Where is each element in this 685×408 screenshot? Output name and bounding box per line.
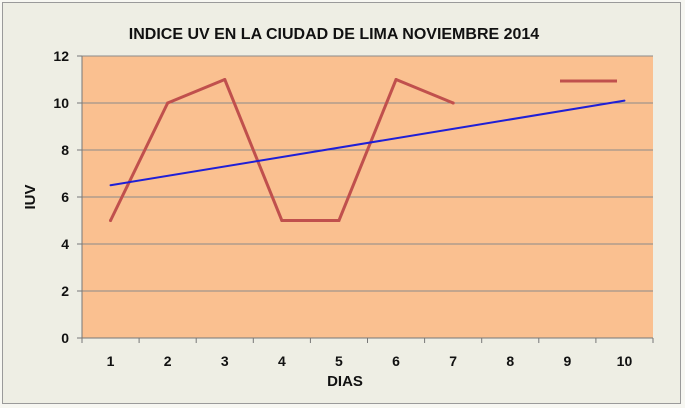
- y-tick-label-10: 10: [53, 95, 69, 111]
- x-tick-label-2: 2: [164, 353, 172, 369]
- x-tick-labels: 1 2 3 4 5 6 7 8 9 10: [107, 353, 633, 369]
- y-tick-label-8: 8: [61, 142, 69, 158]
- x-tick-label-7: 7: [449, 353, 457, 369]
- data-point-5: [394, 78, 398, 81]
- y-tick-label-6: 6: [61, 189, 69, 205]
- axes: [77, 55, 654, 343]
- x-tick-label-4: 4: [278, 353, 286, 369]
- data-point-3: [280, 219, 284, 222]
- data-point-1: [166, 101, 170, 105]
- data-point-6: [451, 101, 455, 105]
- chart-frame: 0 2 4 6 8 10 12 1 2 3 4 5 6 7 8 9 10 INDICE UV EN LA CI…: [2, 2, 681, 404]
- y-tick-label-4: 4: [61, 236, 69, 252]
- series-layer: [109, 78, 626, 222]
- y-axis-label: IUV: [22, 184, 39, 209]
- data-point-4: [337, 219, 341, 222]
- x-tick-label-9: 9: [563, 353, 571, 369]
- x-axis-label: DIAS: [327, 373, 363, 390]
- x-tick-label-6: 6: [392, 353, 400, 369]
- data-point-2: [223, 78, 227, 81]
- y-tick-label-12: 12: [53, 48, 69, 64]
- y-tick-label-2: 2: [61, 283, 69, 299]
- x-tick-label-1: 1: [107, 353, 115, 369]
- x-tick-label-8: 8: [506, 353, 514, 369]
- x-tick-label-5: 5: [335, 353, 343, 369]
- x-tick-label-3: 3: [221, 353, 229, 369]
- data-point-0: [109, 219, 113, 222]
- trend-line: [109, 99, 626, 187]
- chart-title: INDICE UV EN LA CIUDAD DE LIMA NOVIEMBRE…: [129, 26, 540, 43]
- y-tick-labels: 0 2 4 6 8 10 12: [53, 48, 69, 346]
- x-tick-label-10: 10: [617, 353, 633, 369]
- y-tick-label-0: 0: [61, 330, 69, 346]
